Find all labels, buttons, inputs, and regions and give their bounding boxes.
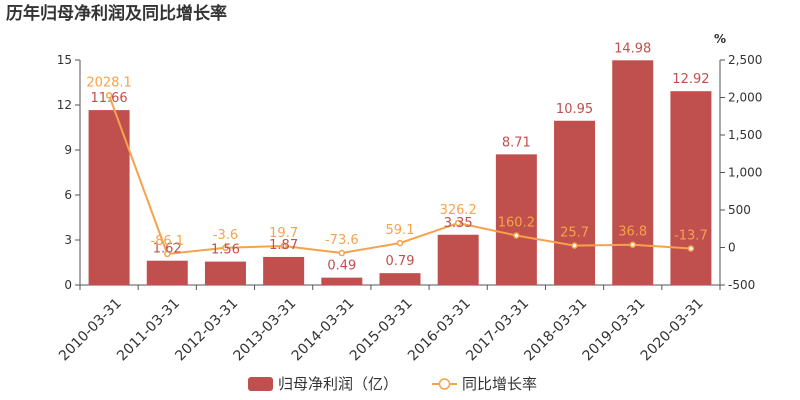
right-tick-label: 0 — [728, 241, 736, 255]
bar — [437, 234, 479, 285]
line-point — [280, 242, 287, 250]
bar-value-label: 12.92 — [672, 72, 709, 87]
bar — [495, 154, 537, 285]
bar-value-label: 8.71 — [502, 135, 531, 150]
legend-bar-swatch — [248, 377, 273, 391]
left-tick-label: 9 — [64, 143, 72, 157]
line-value-label: 25.7 — [560, 226, 589, 241]
line-value-label: 160.2 — [498, 215, 535, 230]
legend-line-label: 同比增长率 — [462, 375, 537, 393]
legend: 归母净利润（亿） 同比增长率 — [248, 375, 537, 393]
bar-value-label: 3.35 — [444, 216, 473, 231]
legend-line-marker — [438, 378, 451, 390]
bar — [612, 60, 654, 285]
left-tick-label: 0 — [64, 278, 72, 292]
bar-value-label: 0.49 — [327, 259, 356, 274]
bar-value-label: 10.95 — [556, 102, 593, 117]
line-point — [164, 250, 171, 258]
line-point — [571, 242, 578, 249]
line-value-label: 19.7 — [269, 226, 298, 241]
line-series — [105, 92, 695, 258]
line-value-label: 2028.1 — [86, 75, 132, 90]
bar — [263, 256, 305, 285]
line-point — [105, 92, 113, 99]
x-tick-label: 2020-03-31 — [638, 295, 707, 364]
line-point — [396, 239, 404, 247]
bar-value-label: 11.66 — [90, 91, 127, 106]
right-tick-label: -500 — [728, 278, 755, 292]
right-tick-label: 2,000 — [728, 91, 762, 105]
data-labels: 11.66 1.62 1.56 1.87 0.49 0.79 3.35 8.71 10.95 14… — [86, 41, 709, 273]
bar — [321, 277, 363, 285]
line-point — [513, 232, 520, 239]
bar-value-label: 1.56 — [211, 243, 240, 258]
line-point — [629, 241, 636, 248]
line-value-label: -13.7 — [674, 229, 708, 244]
right-axis-unit: % — [714, 32, 726, 46]
line-value-label: 59.1 — [386, 223, 415, 238]
axes: 03691215-50005001,0001,5002,0002,5002010… — [56, 53, 762, 364]
bar — [88, 110, 130, 285]
line-point — [454, 219, 462, 227]
legend-bar-label: 归母净利润（亿） — [278, 375, 398, 393]
bar-series — [88, 60, 712, 285]
line-value-label: -86.1 — [150, 234, 184, 249]
bar-value-label: 1.62 — [153, 242, 182, 257]
bar — [554, 120, 596, 285]
left-tick-label: 12 — [57, 98, 72, 112]
left-tick-label: 6 — [64, 188, 72, 202]
right-tick-label: 1,500 — [728, 128, 762, 142]
bar-value-label: 1.87 — [269, 238, 298, 253]
line-point — [222, 244, 229, 252]
left-tick-label: 3 — [64, 233, 72, 247]
chart-title: 历年归母净利润及同比增长率 — [6, 3, 227, 24]
line-value-label: 36.8 — [618, 225, 647, 240]
right-tick-label: 500 — [728, 203, 751, 217]
bar — [379, 273, 421, 285]
bar-value-label: 0.79 — [386, 254, 415, 269]
bar — [204, 261, 246, 285]
bar — [146, 260, 188, 285]
line-point — [338, 249, 346, 257]
bar — [670, 91, 712, 285]
right-tick-label: 2,500 — [728, 53, 762, 67]
bar-value-label: 14.98 — [614, 41, 651, 56]
line-value-label: -73.6 — [325, 233, 359, 248]
line-point — [687, 245, 695, 252]
line-value-label: 326.2 — [440, 203, 477, 218]
line-value-label: -3.6 — [213, 228, 238, 243]
right-tick-label: 1,000 — [728, 166, 762, 180]
left-tick-label: 15 — [57, 53, 72, 67]
